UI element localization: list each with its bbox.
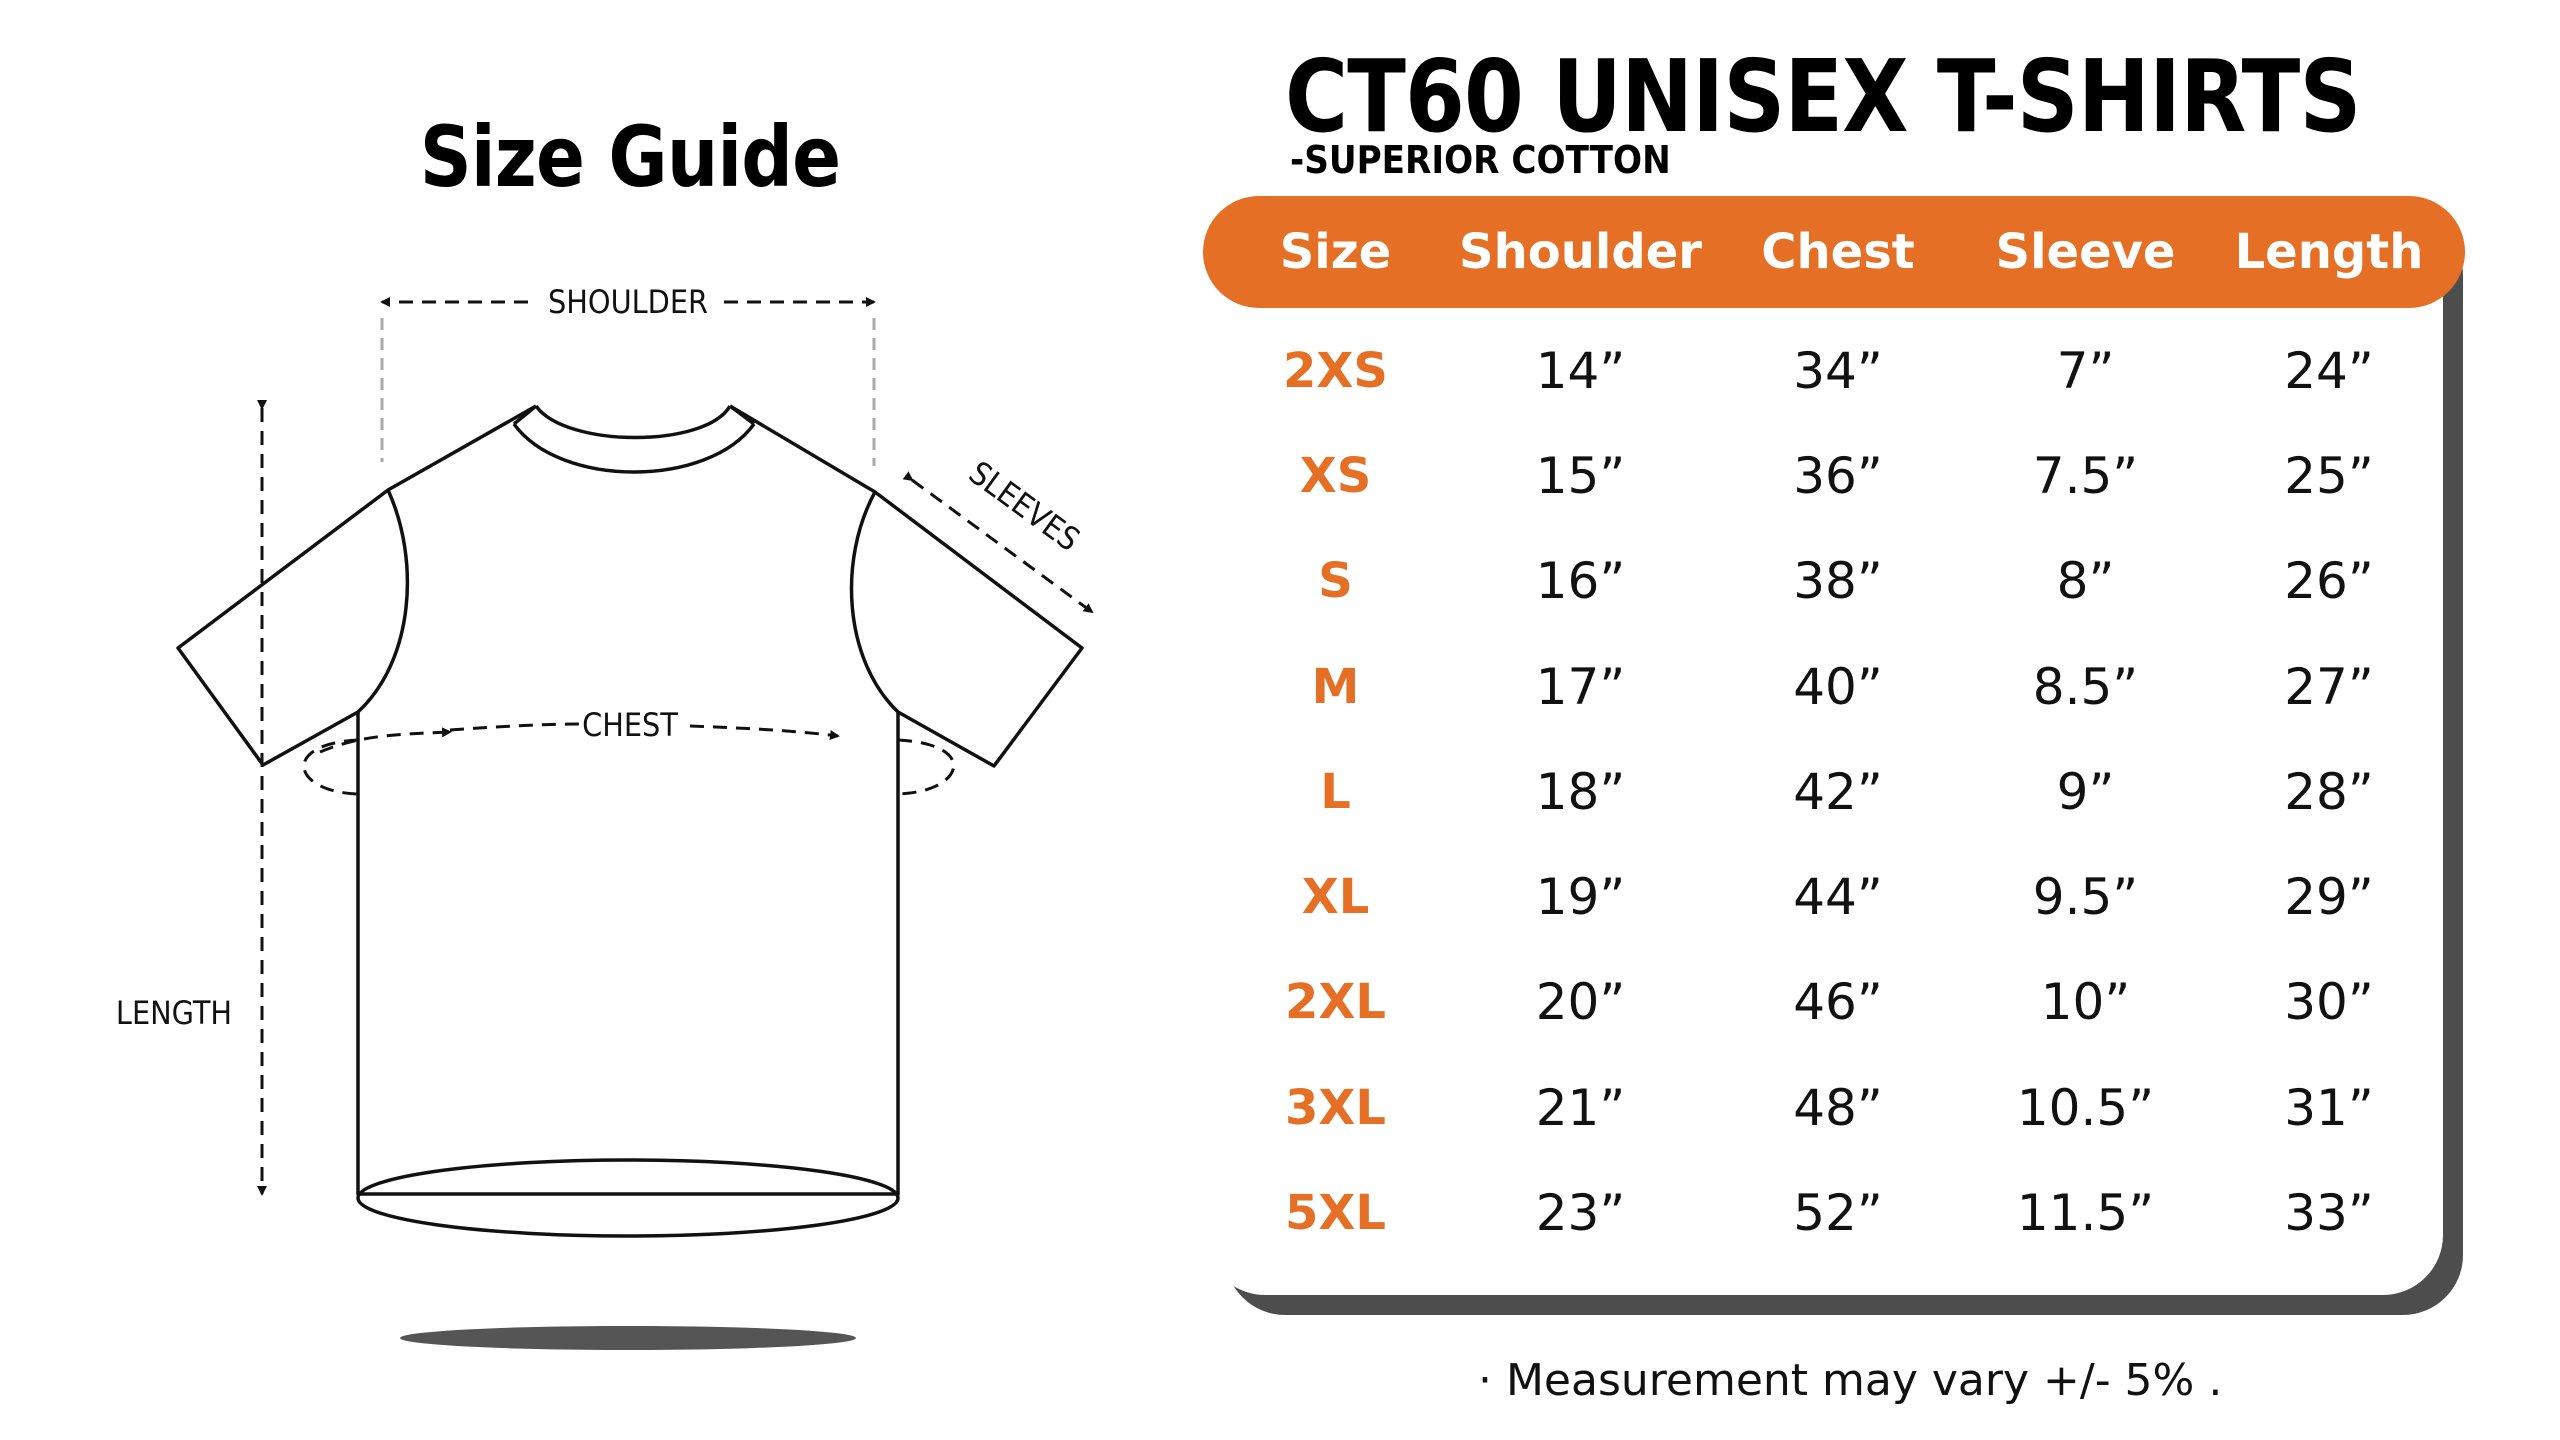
tshirt-outline [176, 404, 1084, 1238]
shoulder-cell: 18” [1535, 762, 1626, 821]
length-cell: 33” [2284, 1184, 2374, 1243]
header-size: Size [1279, 224, 1392, 280]
sleeve-cell: 8” [2056, 552, 2115, 611]
tshirt-diagram: SHOULDER SLEEVES CHEST LENGTH [116, 283, 1094, 1350]
length-cell: 28” [2284, 762, 2374, 821]
chest-arc-left [319, 727, 452, 754]
shoulder-cell: 14” [1535, 341, 1626, 400]
sleeve-cell: 7” [2056, 341, 2115, 400]
chest-cell: 34” [1793, 341, 1883, 400]
table-row: XL 19” 44” 9.5” 29” [1203, 844, 2465, 949]
table-row: L 18” 42” 9” 28” [1203, 739, 2465, 844]
sleeve-cell: 8.5” [2032, 657, 2139, 716]
sleeves-arrow [902, 471, 1094, 614]
length-cell: 29” [2284, 868, 2374, 927]
size-table-body [1205, 200, 2443, 1295]
length-cell: 30” [2284, 973, 2374, 1032]
chest-ellipse [302, 738, 956, 796]
size-cell: L [1320, 763, 1351, 820]
chest-cell: 52” [1793, 1184, 1883, 1243]
header-sleeve: Sleeve [1995, 224, 2176, 280]
shoulder-cell: 19” [1535, 868, 1626, 927]
sleeve-cell: 10.5” [2016, 1078, 2155, 1137]
table-row: 2XL 20” 46” 10” 30” [1203, 950, 2465, 1055]
shoulder-cell: 20” [1535, 973, 1626, 1032]
sleeve-cell: 7.5” [2032, 446, 2139, 505]
size-table-rows: 2XS 14” 34” 7” 24” XS 15” 36” 7.5” 25” S… [1203, 318, 2465, 1266]
size-cell: S [1318, 553, 1353, 610]
sleeve-cell: 9.5” [2032, 868, 2139, 927]
table-row: XS 15” 36” 7.5” 25” [1203, 423, 2465, 528]
length-cell: 25” [2284, 446, 2374, 505]
table-row: 3XL 21” 48” 10.5” 31” [1203, 1055, 2465, 1160]
chest-cell: 48” [1793, 1078, 1883, 1137]
size-cell: XL [1301, 869, 1370, 926]
length-cell: 27” [2284, 657, 2374, 716]
chest-cell: 42” [1793, 762, 1883, 821]
sleeve-cell: 11.5” [2016, 1184, 2155, 1243]
tshirt-shadow [400, 1326, 856, 1350]
measurement-footnote: · Measurement may vary +/- 5% . [1478, 1355, 2223, 1406]
chest-cell: 40” [1793, 657, 1883, 716]
header-shoulder: Shoulder [1459, 224, 1702, 280]
sleeves-label: SLEEVES [962, 453, 1087, 558]
chest-label: CHEST [582, 706, 678, 744]
chest-cell: 38” [1793, 552, 1883, 611]
shoulder-cell: 17” [1535, 657, 1626, 716]
size-table-header: Size Shoulder Chest Sleeve Length [1203, 196, 2465, 308]
size-cell: XS [1299, 447, 1372, 504]
length-cell: 26” [2284, 552, 2374, 611]
header-chest: Chest [1761, 224, 1915, 280]
table-row: M 17” 40” 8.5” 27” [1203, 634, 2465, 739]
chest-cell: 44” [1793, 868, 1883, 927]
size-cell: 2XS [1283, 342, 1388, 399]
table-row: S 16” 38” 8” 26” [1203, 529, 2465, 634]
table-row: 2XS 14” 34” 7” 24” [1203, 318, 2465, 423]
size-cell: M [1311, 658, 1360, 715]
length-label: LENGTH [116, 994, 232, 1032]
shoulder-cell: 16” [1535, 552, 1626, 611]
shoulder-label: SHOULDER [548, 283, 708, 321]
header-length: Length [2234, 224, 2424, 280]
size-cell: 3XL [1285, 1079, 1386, 1136]
sleeve-cell: 10” [2040, 973, 2131, 1032]
shoulder-cell: 23” [1535, 1184, 1626, 1243]
chest-cell: 36” [1793, 446, 1883, 505]
length-cell: 31” [2284, 1078, 2374, 1137]
chest-cell: 46” [1793, 973, 1883, 1032]
size-guide-title: Size Guide [419, 108, 841, 206]
length-cell: 24” [2284, 341, 2374, 400]
product-subtitle: -SUPERIOR COTTON [1290, 138, 1671, 182]
sleeve-cell: 9” [2056, 762, 2115, 821]
size-cell: 5XL [1285, 1185, 1386, 1242]
size-cell: 2XL [1285, 974, 1386, 1031]
chest-arc-right [689, 724, 840, 740]
product-title: CT60 UNISEX T-SHIRTS [1285, 38, 2361, 155]
table-row: 5XL 23” 52” 11.5” 33” [1203, 1160, 2465, 1265]
shoulder-cell: 21” [1535, 1078, 1626, 1137]
shoulder-cell: 15” [1535, 446, 1626, 505]
